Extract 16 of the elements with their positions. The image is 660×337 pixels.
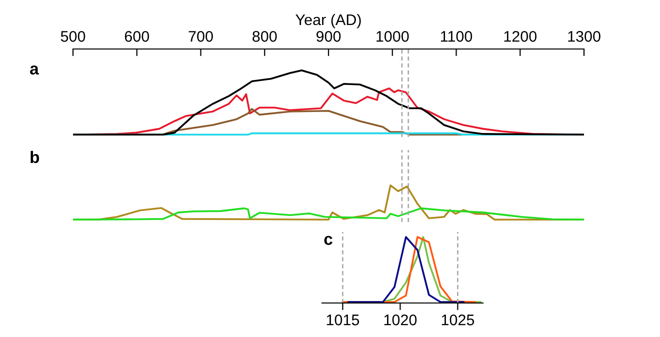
x-tick-label: 1200 <box>504 30 537 42</box>
x-tick-label: 800 <box>252 30 277 42</box>
x-tick-label: 600 <box>124 30 150 42</box>
x-tick-label: 1015 <box>326 314 360 326</box>
x-tick-label: 1025 <box>442 314 474 326</box>
x-tick-label: 700 <box>188 30 213 42</box>
chart-title: b <box>30 150 40 164</box>
x-tick-label: 500 <box>60 30 86 42</box>
x-tick-label: 900 <box>316 30 341 42</box>
x-axis-title: Year (AD) <box>296 14 361 28</box>
chart-title: a <box>30 65 39 75</box>
x-tick-label: 1300 <box>568 30 600 42</box>
x-tick-label: 1020 <box>384 314 417 326</box>
x-tick-label: 1000 <box>376 30 409 42</box>
x-tick-label: 1100 <box>440 30 472 42</box>
chart-title: c <box>324 236 332 245</box>
